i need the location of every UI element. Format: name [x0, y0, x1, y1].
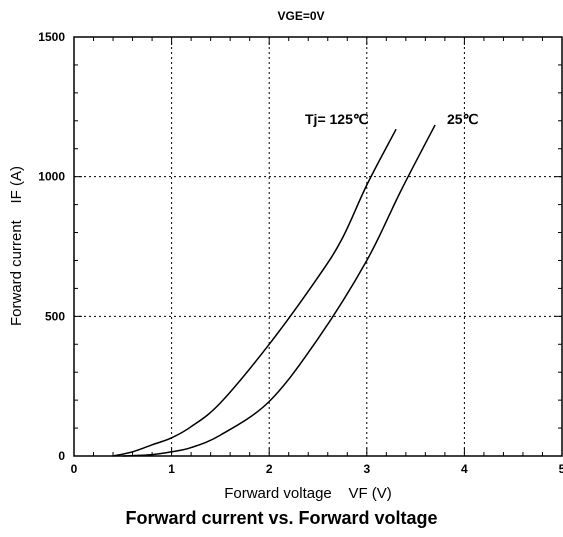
- chart-title: VGE=0V: [277, 9, 324, 23]
- x-tick-label: 5: [559, 462, 563, 476]
- y-tick-label: 1500: [38, 30, 65, 44]
- plot-frame: [73, 36, 563, 457]
- figure-caption: Forward current vs. Forward voltage: [125, 508, 438, 528]
- x-tick-label: 4: [461, 462, 468, 476]
- x-tick-label: 2: [266, 462, 273, 476]
- tick-labels: 0 1 2 3 4 5 0 500 1000 1500: [38, 30, 563, 476]
- series: [112, 124, 436, 457]
- series-line-125c: [112, 128, 397, 457]
- x-tick-label: 3: [363, 462, 370, 476]
- y-axis-label: Forward current IF (A): [8, 166, 25, 326]
- x-axis-label: Forward voltage VF (V): [224, 485, 392, 502]
- grid: [74, 37, 562, 456]
- ticks: [73, 36, 563, 457]
- x-tick-label: 1: [168, 462, 175, 476]
- y-tick-label: 500: [45, 309, 65, 323]
- series-line-25c: [122, 124, 436, 457]
- series-label-25c: 25℃: [447, 111, 479, 127]
- series-label-125c: Tj= 125℃: [305, 111, 369, 127]
- x-tick-label: 0: [71, 462, 78, 476]
- y-tick-label: 0: [58, 449, 65, 463]
- y-tick-label: 1000: [38, 170, 65, 184]
